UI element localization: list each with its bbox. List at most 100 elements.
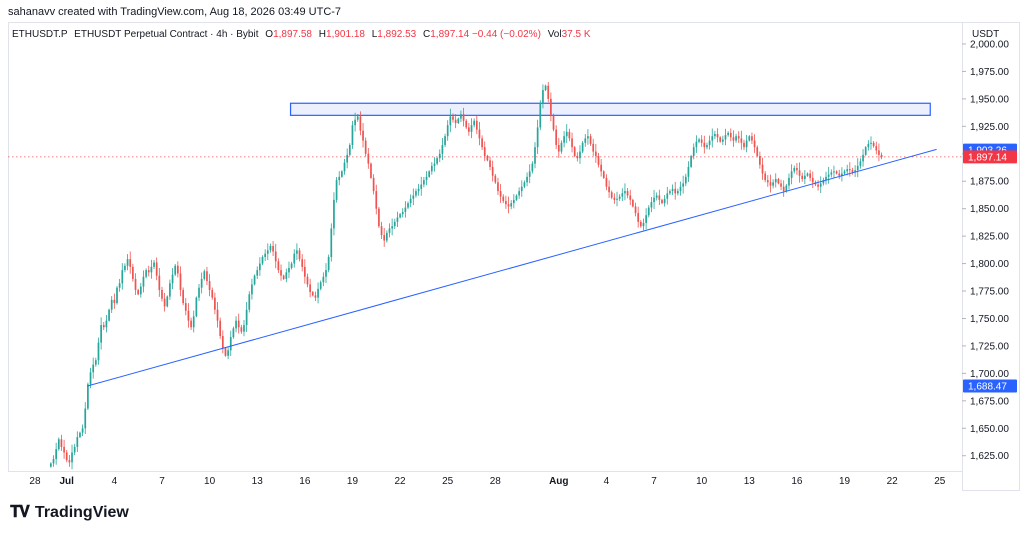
candle — [769, 182, 772, 186]
candle — [520, 186, 523, 192]
candle — [724, 135, 727, 140]
price-tag-lower — [963, 379, 1017, 393]
candle — [259, 263, 261, 271]
candle — [843, 171, 846, 174]
x-tick-label: 13 — [744, 476, 756, 487]
candle — [171, 274, 174, 284]
candle — [695, 141, 698, 148]
legend-open: 1,897.58 — [273, 29, 312, 40]
x-tick-label: 19 — [347, 476, 359, 487]
candle — [542, 90, 544, 104]
candle — [483, 147, 486, 156]
candle — [544, 85, 547, 91]
candle — [89, 372, 92, 385]
candle — [547, 85, 550, 99]
candle — [79, 432, 81, 438]
candle — [740, 138, 743, 143]
candle — [351, 125, 354, 145]
candle — [803, 175, 806, 180]
candle — [110, 299, 113, 310]
candle — [100, 325, 102, 343]
candle — [116, 287, 118, 304]
chart-attribution: sahanavv created with TradingView.com, A… — [8, 6, 342, 18]
candle — [568, 131, 571, 139]
candle — [597, 155, 600, 165]
candle — [489, 160, 491, 167]
candle — [280, 270, 282, 276]
candle — [573, 147, 576, 156]
chart-pane[interactable] — [8, 22, 963, 472]
candle — [245, 309, 248, 326]
candle — [216, 309, 219, 321]
candle — [698, 139, 700, 142]
candle — [505, 200, 507, 205]
legend-description: ETHUSDT Perpetual Contract · 4h · Bybit — [74, 29, 259, 40]
candle — [261, 256, 264, 264]
candle — [700, 139, 703, 143]
candle — [343, 162, 346, 172]
candle — [63, 446, 65, 453]
candle — [491, 166, 494, 176]
candle — [150, 266, 153, 273]
candle — [68, 460, 71, 463]
candle — [661, 199, 663, 204]
candle — [531, 163, 534, 172]
candle — [158, 275, 161, 290]
candle — [163, 298, 166, 307]
candle — [653, 197, 655, 203]
candle — [425, 176, 428, 181]
candle — [592, 143, 595, 152]
candle — [748, 136, 751, 141]
candle — [870, 142, 872, 144]
candle — [322, 276, 325, 283]
candle — [441, 144, 444, 154]
candle — [449, 116, 452, 126]
candle — [383, 235, 386, 241]
candle — [756, 147, 759, 156]
candle — [84, 408, 87, 429]
candle — [838, 173, 841, 176]
x-tick-label: 16 — [299, 476, 311, 487]
x-tick-label: 16 — [791, 476, 803, 487]
candle — [219, 320, 222, 337]
candle — [766, 180, 769, 183]
x-tick-label: 4 — [112, 476, 118, 487]
tradingview-logo: 𝐓𝐕 TradingView — [10, 504, 129, 522]
legend-symbol[interactable]: ETHUSDT.P — [12, 29, 68, 40]
candle — [462, 114, 465, 121]
symbol-legend: ETHUSDT.P ETHUSDT Perpetual Contract · 4… — [12, 29, 591, 40]
candle — [759, 155, 761, 165]
candle — [391, 226, 393, 229]
candle — [380, 226, 383, 236]
candle — [499, 191, 502, 197]
candle — [645, 215, 647, 223]
candle — [303, 266, 306, 277]
candle — [309, 284, 311, 293]
candle — [195, 297, 198, 317]
candle — [674, 188, 677, 194]
candle — [872, 142, 875, 147]
candle — [711, 136, 714, 141]
candle — [684, 176, 687, 184]
candle — [346, 154, 349, 163]
candle — [182, 289, 184, 304]
candle — [176, 265, 179, 274]
candle — [409, 198, 412, 204]
candle — [788, 177, 790, 186]
candle — [534, 147, 536, 164]
legend-high: 1,901.18 — [326, 29, 365, 40]
candle — [306, 276, 309, 285]
candle — [632, 199, 634, 207]
x-tick-label: 10 — [696, 476, 708, 487]
price-axis[interactable] — [962, 22, 1020, 491]
candle — [97, 342, 100, 361]
candle — [851, 170, 854, 173]
candle — [637, 213, 640, 222]
candle — [248, 294, 251, 310]
candle — [256, 270, 259, 276]
candle — [473, 120, 476, 126]
currency-label[interactable]: USDT — [972, 29, 1000, 40]
candle — [510, 203, 513, 207]
candle — [348, 144, 351, 155]
